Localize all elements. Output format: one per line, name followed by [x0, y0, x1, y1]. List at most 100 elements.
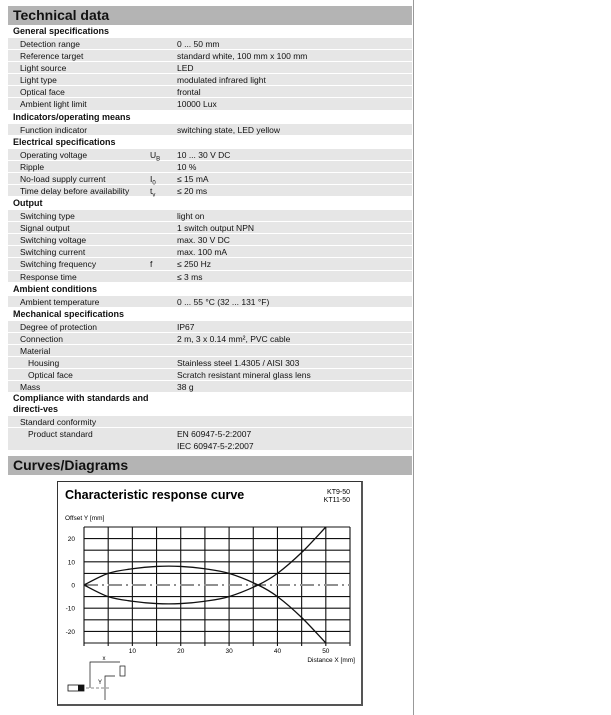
- section-title: Ambient conditions: [13, 283, 97, 294]
- spec-row: Switching voltage max. 30 V DC: [8, 234, 412, 247]
- spec-row: Function indicator switching state, LED y…: [8, 123, 412, 136]
- spec-label: Standard conformity: [20, 417, 97, 428]
- spec-label: Product standard: [28, 429, 93, 440]
- section-header: General specifications: [8, 25, 412, 38]
- technical-data-header: Technical data: [8, 6, 412, 25]
- spec-row: Optical face frontal: [8, 86, 412, 99]
- spec-row: Light type modulated infrared light: [8, 74, 412, 87]
- spec-value: 0 ... 50 mm: [177, 39, 220, 49]
- x-tick-label: 30: [225, 648, 233, 655]
- diagram-y-line: [104, 675, 115, 700]
- spec-value: 10000 Lux: [177, 99, 217, 110]
- spec-value: ≤ 3 ms: [177, 271, 203, 282]
- x-tick-label: 10: [129, 648, 137, 655]
- spec-row: Switching type light on: [8, 210, 412, 223]
- spec-table: General specifications Detection range 0 .…: [8, 25, 412, 452]
- spec-row: Housing Stainless steel 1.4305 / AISI 303: [8, 356, 412, 370]
- spec-value: standard white, 100 mm x 100 mm: [177, 51, 308, 62]
- spec-row: Product standard EN 60947-5-2:2007 IEC 60…: [8, 428, 412, 452]
- spec-symbol: UB: [150, 149, 161, 163]
- spec-label: Switching current: [20, 247, 86, 258]
- spec-label: Response time: [20, 271, 77, 282]
- spec-label: Ripple: [20, 161, 45, 172]
- diagram-x-label: x: [103, 656, 106, 662]
- spec-label: Mass: [20, 382, 41, 393]
- spec-symbol: tv: [150, 185, 156, 199]
- section-title: Compliance with standards and directi-ve…: [13, 393, 149, 415]
- section-title: General specifications: [13, 26, 110, 36]
- spec-value: EN 60947-5-2:2007 IEC 60947-5-2:2007: [177, 429, 254, 452]
- spec-label: Material: [20, 345, 51, 356]
- spec-value: switching state, LED yellow: [177, 124, 280, 135]
- section-header: Ambient conditions: [8, 283, 412, 296]
- spec-label: Switching voltage: [20, 235, 87, 246]
- spec-value: Scratch resistant mineral glass lens: [177, 370, 311, 381]
- spec-row: Ambient temperature 0 ... 55 °C (32 ... 1…: [8, 295, 412, 308]
- x-tick-label: 20: [177, 648, 185, 655]
- y-tick-label: -20: [66, 629, 76, 636]
- spec-label: Light source: [20, 63, 67, 74]
- section-header: Electrical specifications: [8, 136, 412, 149]
- spec-row: Mass 38 g: [8, 381, 412, 394]
- x-tick-label: 50: [322, 648, 330, 655]
- diagram-x-line: [89, 661, 120, 688]
- spec-label: Optical face: [20, 87, 65, 98]
- spec-value: Stainless steel 1.4305 / AISI 303: [177, 357, 300, 368]
- spec-value: ≤ 15 mA: [177, 173, 209, 184]
- spec-value: LED: [177, 63, 194, 74]
- spec-row: Detection range 0 ... 50 mm: [8, 38, 412, 51]
- spec-value: frontal: [177, 87, 201, 98]
- section-header: Indicators/operating means: [8, 111, 412, 124]
- spec-value: IP67: [177, 321, 195, 332]
- section-title: Mechanical specifications: [13, 308, 125, 319]
- spec-label: Connection: [20, 333, 64, 344]
- y-tick-label: 10: [68, 559, 76, 566]
- spec-label: Signal output: [20, 223, 70, 234]
- spec-label: Ambient light limit: [20, 99, 87, 110]
- spec-row: Material: [8, 344, 412, 357]
- section-header: Mechanical specifications: [8, 308, 412, 321]
- spec-row: Operating voltage UB 10 ... 30 V DC: [8, 148, 412, 162]
- spec-value: ≤ 20 ms: [177, 185, 208, 196]
- spec-row: Signal output 1 switch output NPN: [8, 222, 412, 235]
- spec-row: Time delay before availability tv ≤ 20 ms: [8, 184, 412, 199]
- spec-row: Ripple 10 %: [8, 160, 412, 173]
- spec-row: Standard conformity: [8, 416, 412, 429]
- spec-value: 2 m, 3 x 0.14 mm², PVC cable: [177, 333, 291, 344]
- section-title: Output: [13, 198, 43, 209]
- spec-value: 10 %: [177, 161, 197, 172]
- spec-label: Switching type: [20, 211, 75, 222]
- target-icon: [119, 665, 126, 677]
- spec-row: Ambient light limit 10000 Lux: [8, 98, 412, 111]
- spec-row: Switching current max. 100 mA: [8, 246, 412, 259]
- spec-label: Degree of protection: [20, 321, 98, 332]
- spec-label: Optical face: [28, 370, 73, 381]
- response-curve-chart: Characteristic response curve KT9-50 KT11-…: [57, 481, 363, 706]
- model-label: KT9-50: [327, 489, 350, 496]
- spec-value: light on: [177, 211, 205, 222]
- spec-row: Optical face Scratch resistant mineral gl…: [8, 369, 412, 382]
- chart-title: Characteristic response curve: [65, 488, 244, 502]
- spec-label: Operating voltage: [20, 149, 88, 160]
- sensor-lens-icon: [78, 685, 84, 691]
- spec-value: 10 ... 30 V DC: [177, 149, 231, 160]
- response-curve: [83, 565, 327, 644]
- spec-label: Function indicator: [20, 124, 88, 135]
- spec-row: Response time ≤ 3 ms: [8, 270, 412, 283]
- model-label: KT11-50: [324, 497, 350, 504]
- y-tick-label: 0: [71, 583, 75, 590]
- spec-row: No-load supply current I0 ≤ 15 mA: [8, 172, 412, 187]
- section-title: Indicators/operating means: [13, 111, 131, 122]
- chart-svg: Characteristic response curve KT9-50KT11-…: [65, 488, 355, 700]
- response-curve: [83, 526, 327, 605]
- diagram-y-label: Y: [98, 680, 102, 686]
- spec-row: Switching frequency f ≤ 250 Hz: [8, 258, 412, 271]
- spec-row: Degree of protection IP67: [8, 320, 412, 333]
- spec-label: Detection range: [20, 39, 81, 49]
- spec-value: 1 switch output NPN: [177, 223, 255, 234]
- y-tick-label: 20: [68, 536, 76, 543]
- spec-value: max. 30 V DC: [177, 235, 230, 246]
- spec-value: 0 ... 55 °C (32 ... 131 °F): [177, 296, 270, 307]
- section-header: Output: [8, 197, 412, 211]
- spec-label: Ambient temperature: [20, 296, 100, 307]
